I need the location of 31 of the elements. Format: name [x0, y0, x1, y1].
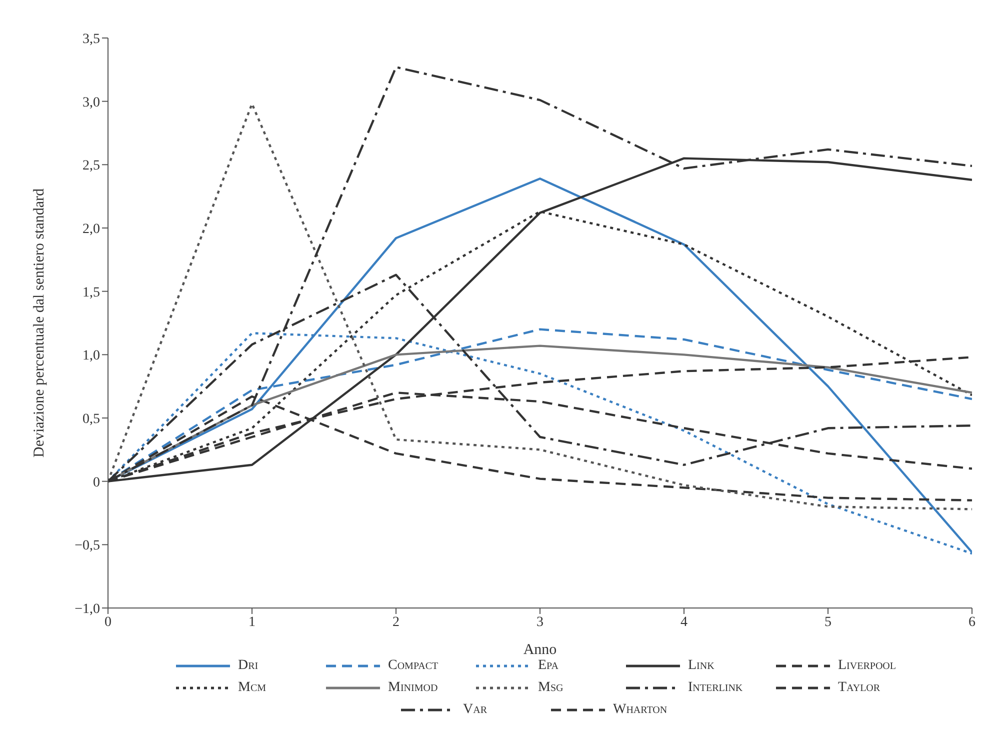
y-tick-label: 0 — [93, 475, 100, 490]
x-tick-label: 4 — [680, 614, 688, 630]
legend-label: Dri — [238, 658, 258, 674]
y-tick-label: −1,0 — [74, 602, 100, 617]
x-axis-title: Anno — [523, 642, 557, 658]
y-tick-label: 1,5 — [82, 285, 100, 300]
legend-label: Epa — [538, 658, 558, 674]
legend-label: Link — [688, 658, 714, 674]
x-tick-label: 2 — [392, 614, 400, 630]
legend-label: Minimod — [388, 680, 438, 696]
legend-label: Wharton — [613, 702, 668, 718]
y-tick-label: 3,0 — [82, 95, 100, 110]
y-tick-label: 2,0 — [82, 222, 100, 237]
x-tick-label: 6 — [968, 614, 976, 630]
legend-label: Mcm — [238, 680, 266, 696]
y-tick-label: 1,0 — [82, 348, 100, 364]
x-tick-label: 5 — [824, 614, 832, 630]
y-tick-label: 3,5 — [82, 32, 100, 47]
y-tick-label: 2,5 — [82, 158, 100, 174]
legend-label: Compact — [388, 658, 438, 674]
y-axis-title: Deviazione percentuale dal sentiero standard — [31, 188, 48, 458]
y-tick-label: 0,5 — [82, 412, 100, 427]
legend-label: Var — [463, 702, 488, 718]
x-tick-label: 3 — [536, 614, 544, 630]
y-tick-label: −0,5 — [74, 538, 100, 554]
x-tick-label: 0 — [104, 614, 112, 630]
legend-label: Interlink — [688, 680, 743, 696]
legend-label: Taylor — [838, 680, 880, 696]
legend-label: Liverpool — [838, 658, 896, 674]
legend-label: Msg — [538, 680, 564, 696]
x-tick-label: 1 — [248, 614, 256, 630]
